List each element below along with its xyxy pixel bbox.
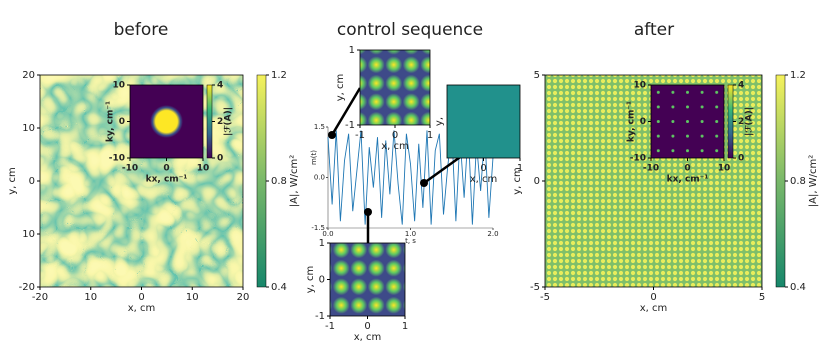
callout-dot	[328, 131, 336, 139]
y-tick-label: 1	[319, 238, 325, 249]
x-tick-label: 0.0	[322, 230, 333, 238]
chart-title: before	[114, 20, 169, 40]
colorbar-tick-label: 0	[217, 154, 223, 164]
x-tick-label: 0	[138, 292, 144, 303]
y-tick-label: -10	[630, 154, 646, 164]
x-axis-label: x, cm	[470, 174, 498, 185]
colorbar-tick-label: 1.2	[790, 70, 806, 81]
colorbar-tick-label: 0.8	[271, 176, 287, 187]
y-tick-label: 10	[112, 81, 125, 91]
x-tick-label: -1	[355, 130, 365, 141]
chart-title: control sequence	[337, 20, 483, 40]
x-axis-label: kx, cm⁻¹	[667, 175, 709, 185]
x-tick-label: -20	[32, 292, 48, 303]
y-axis-label: y, cm	[305, 266, 316, 294]
y-tick-label: -20	[19, 282, 35, 293]
y-tick-label: -1.5	[311, 224, 325, 232]
x-tick-label: -10	[122, 164, 138, 174]
colorbar	[256, 74, 267, 288]
x-tick-label: 10	[718, 164, 731, 174]
x-tick-label: 1	[402, 321, 408, 332]
x-tick-label: 0	[684, 164, 690, 174]
x-axis-label: x, cm	[128, 303, 156, 314]
colorbar-label: |ℱ(A)|	[224, 107, 234, 136]
x-tick-label: 0	[364, 321, 370, 332]
x-tick-label: 10	[197, 164, 210, 174]
y-tick-label: 10	[633, 81, 646, 91]
colorbar-tick-label: 4	[738, 81, 744, 91]
y-tick-label: 1.5	[314, 123, 325, 131]
heatmap-image	[651, 85, 724, 158]
y-axis-label: y, cm	[335, 74, 346, 102]
x-tick-label: 1	[517, 163, 523, 174]
x-tick-label: -10	[643, 164, 659, 174]
y-tick-label: 1	[349, 45, 355, 56]
y-tick-label: 0	[119, 117, 125, 127]
x-tick-label: 1	[427, 130, 433, 141]
colorbar	[775, 74, 786, 288]
colorbar-label: |ℱ(A)|	[745, 107, 755, 136]
y-axis-label: ky, cm⁻¹	[106, 101, 116, 142]
colorbar-tick-label: 0	[738, 154, 744, 164]
y-tick-label: -1	[315, 311, 325, 322]
y-axis-label: y, cm	[512, 167, 523, 195]
x-tick-label: 0	[480, 163, 486, 174]
heatmap-image	[330, 243, 405, 316]
y-tick-label: 20	[22, 70, 35, 81]
x-tick-label: 0	[392, 130, 398, 141]
colorbar-tick-label: 2	[738, 117, 744, 127]
y-tick-label: 0.0	[314, 174, 325, 182]
x-axis-label: x, cm	[354, 332, 382, 343]
y-tick-label: 0	[534, 176, 540, 187]
y-tick-label: 10	[22, 229, 35, 240]
x-tick-label: 10	[186, 292, 199, 303]
y-tick-label: -1	[345, 120, 355, 131]
y-tick-label: -10	[109, 154, 125, 164]
x-tick-label: 2.0	[487, 230, 498, 238]
heatmap-image	[130, 85, 203, 158]
colorbar-tick-label: 2	[217, 117, 223, 127]
y-axis-label: y, cm	[7, 167, 18, 195]
x-axis-label: kx, cm⁻¹	[146, 175, 188, 185]
colorbar-tick-label: 0.4	[790, 282, 806, 293]
x-axis-label: x, cm	[640, 303, 668, 314]
chart-title: after	[634, 20, 674, 40]
x-tick-label: -1	[325, 321, 335, 332]
colorbar	[206, 84, 213, 159]
x-tick-label: 10	[84, 292, 97, 303]
heatmap-image	[447, 85, 520, 158]
callout-line	[330, 87, 362, 136]
x-tick-label: 0	[163, 164, 169, 174]
y-tick-label: 10	[22, 123, 35, 134]
y-axis-label: ky, cm⁻¹	[627, 101, 637, 142]
colorbar-label: |A|, W/cm²	[808, 155, 819, 207]
x-tick-label: 1.0	[405, 230, 416, 238]
x-tick-label: -5	[540, 292, 550, 303]
y-axis-label: m(t)	[310, 150, 318, 165]
colorbar-label: |A|, W/cm²	[289, 155, 300, 207]
x-tick-label: 20	[237, 292, 250, 303]
x-axis-label: t, s	[405, 237, 416, 245]
x-axis-label: x, cm	[381, 141, 409, 152]
x-tick-label: 0	[650, 292, 656, 303]
heatmap-image	[360, 50, 430, 125]
y-tick-label: 5	[534, 70, 540, 81]
colorbar-tick-label: 0.8	[790, 176, 806, 187]
colorbar-tick-label: 1.2	[271, 70, 287, 81]
y-tick-label: 0	[319, 275, 325, 286]
y-tick-label: 0	[29, 176, 35, 187]
colorbar	[727, 84, 734, 159]
callout-dot	[420, 179, 428, 187]
y-tick-label: -5	[530, 282, 540, 293]
callout-dot	[364, 208, 372, 216]
y-tick-label: 0	[640, 117, 646, 127]
colorbar-tick-label: 0.4	[271, 282, 287, 293]
line-series	[327, 130, 494, 225]
y-axis-label: y,	[434, 117, 445, 126]
x-tick-label: 5	[759, 292, 765, 303]
colorbar-tick-label: 4	[217, 81, 223, 91]
